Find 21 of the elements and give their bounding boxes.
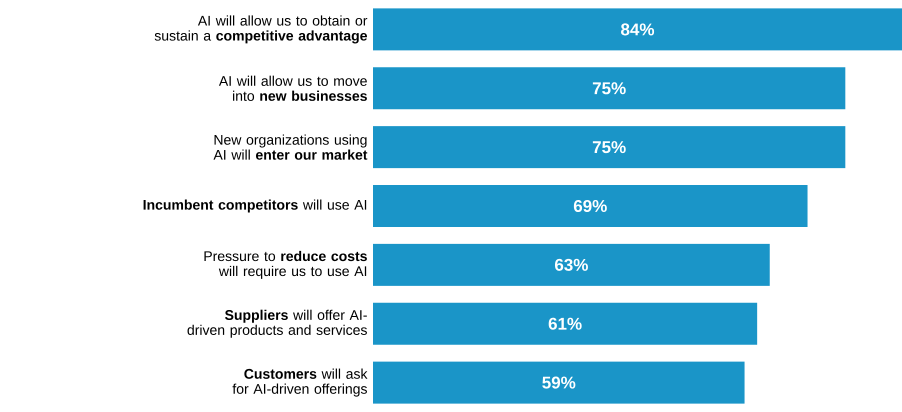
data-label: 84% — [621, 23, 654, 36]
data-label: 61% — [548, 318, 582, 330]
y-tick-label: Suppliers will offer AI-driven products and services — [188, 310, 367, 338]
bar — [373, 302, 758, 345]
y-tick-label: Incumbent competitors will use AI — [144, 199, 366, 213]
data-label: 63% — [554, 258, 588, 271]
y-tick-label: Customers will ask for AI-driven offerings — [232, 368, 368, 397]
data-label: 69% — [574, 200, 607, 212]
bar — [373, 185, 808, 228]
y-tick-label: Pressure to reduce costs will require us to use AI — [204, 250, 367, 279]
bar — [373, 67, 846, 110]
bar — [373, 362, 745, 404]
y-tick-label: AI will allow us to move into new businesses — [218, 76, 367, 101]
data-label: 75% — [592, 82, 626, 94]
data-label: 59% — [542, 376, 576, 389]
bar — [373, 126, 846, 168]
data-label: 75% — [592, 141, 626, 154]
y-tick-label: AI will allow us to obtain or sustain a competitive advantage — [154, 15, 368, 44]
bar — [373, 8, 902, 50]
bar — [373, 244, 770, 286]
y-tick-label: New organizations using AI will enter our market — [213, 134, 368, 160]
